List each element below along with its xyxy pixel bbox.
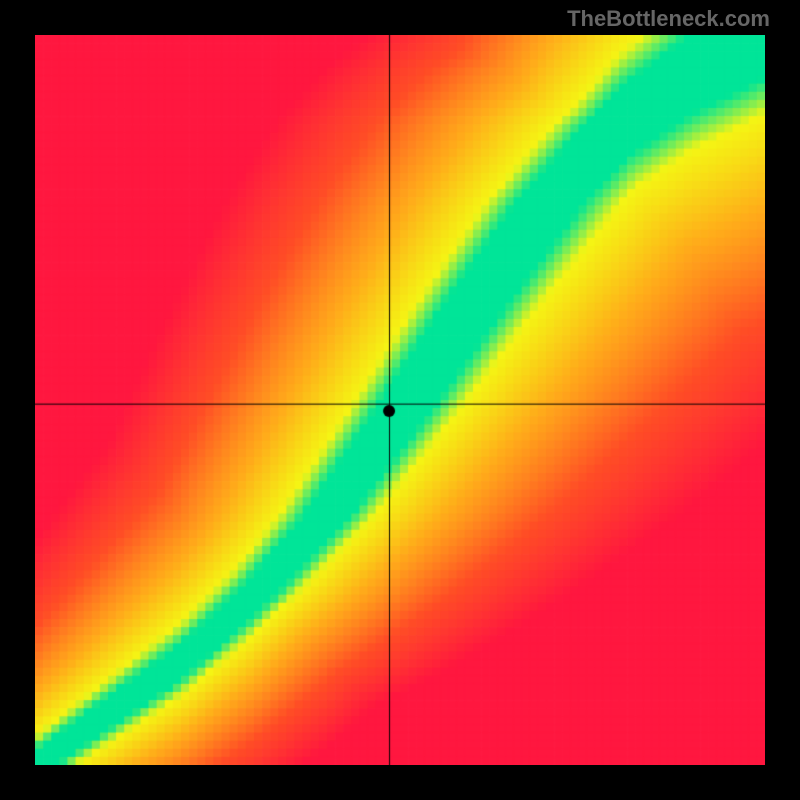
chart-container: TheBottleneck.com	[0, 0, 800, 800]
overlay-canvas	[35, 35, 765, 765]
plot-area	[35, 35, 765, 765]
watermark-text: TheBottleneck.com	[567, 6, 770, 32]
